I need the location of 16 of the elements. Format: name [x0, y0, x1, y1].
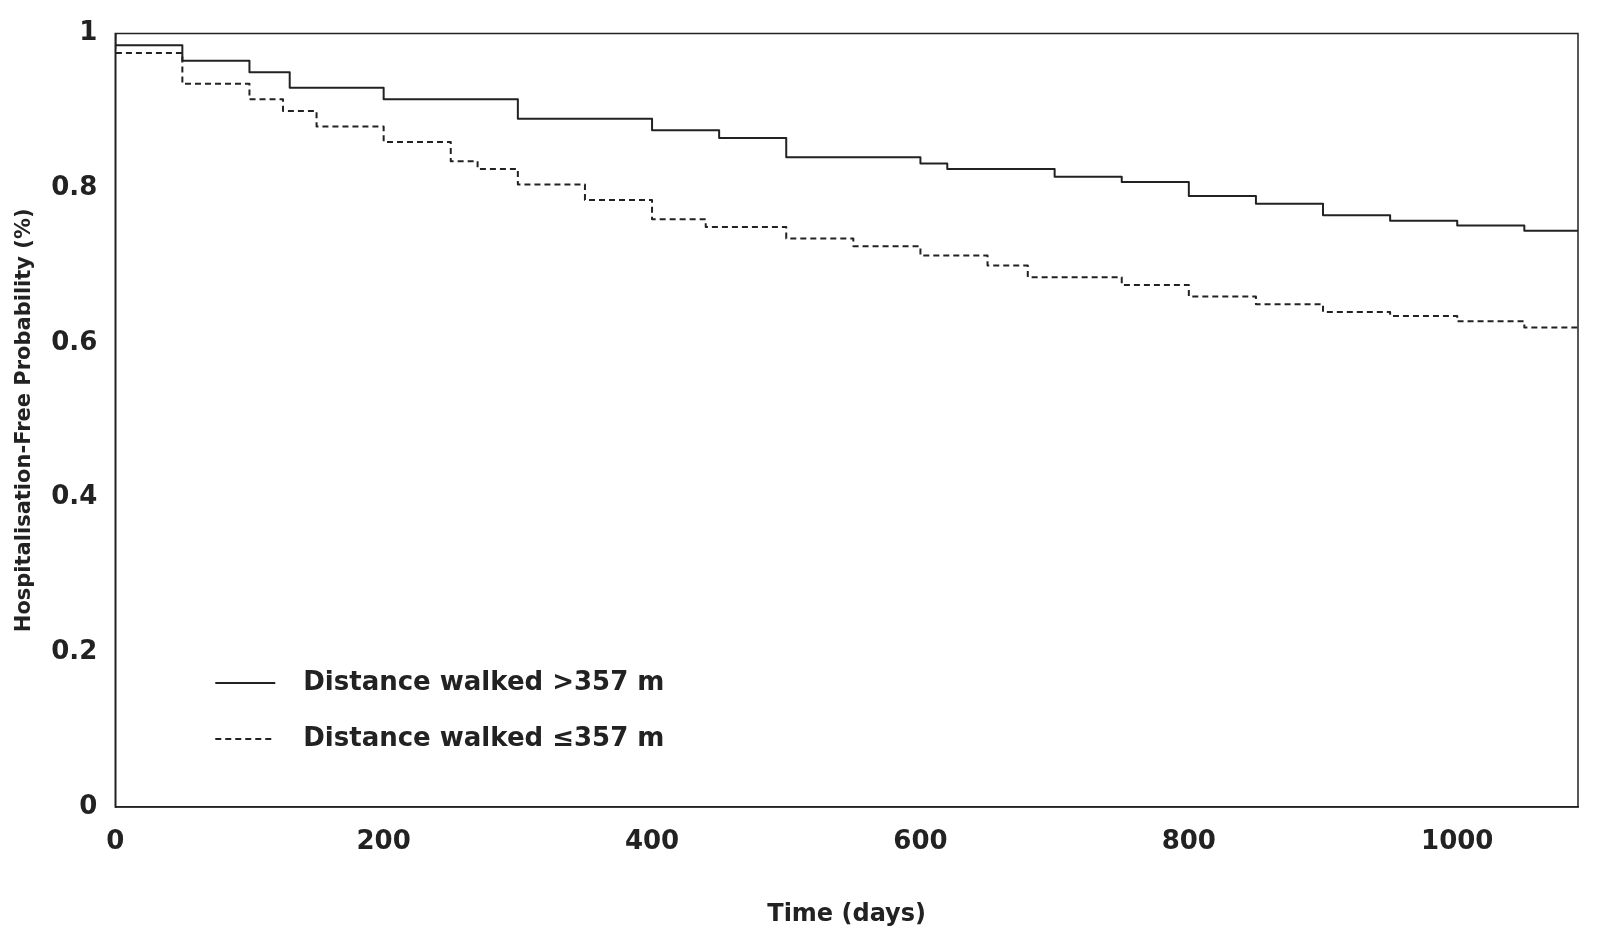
y-tick-label: 0.2: [51, 635, 98, 666]
y-tick-label: 0.6: [51, 325, 98, 356]
x-tick-label: 800: [1161, 825, 1216, 856]
y-tick-label: 0.8: [51, 171, 98, 202]
x-tick-label: 200: [356, 825, 411, 856]
y-tick-label: 0: [79, 789, 98, 820]
y-tick-label: 0.4: [51, 480, 98, 511]
x-tick-label: 0: [106, 825, 125, 856]
legend-label: Distance walked >357 m: [303, 665, 665, 696]
x-axis-title: Time (days): [767, 898, 926, 927]
legend-label: Distance walked ≤357 m: [303, 721, 665, 752]
y-axis-title: Hospitalisation-Free Probability (%): [11, 208, 36, 633]
y-tick-label: 1: [79, 16, 98, 47]
x-tick-label: 600: [893, 825, 948, 856]
x-tick-label: 1000: [1421, 825, 1494, 856]
x-tick-label: 400: [624, 825, 680, 856]
